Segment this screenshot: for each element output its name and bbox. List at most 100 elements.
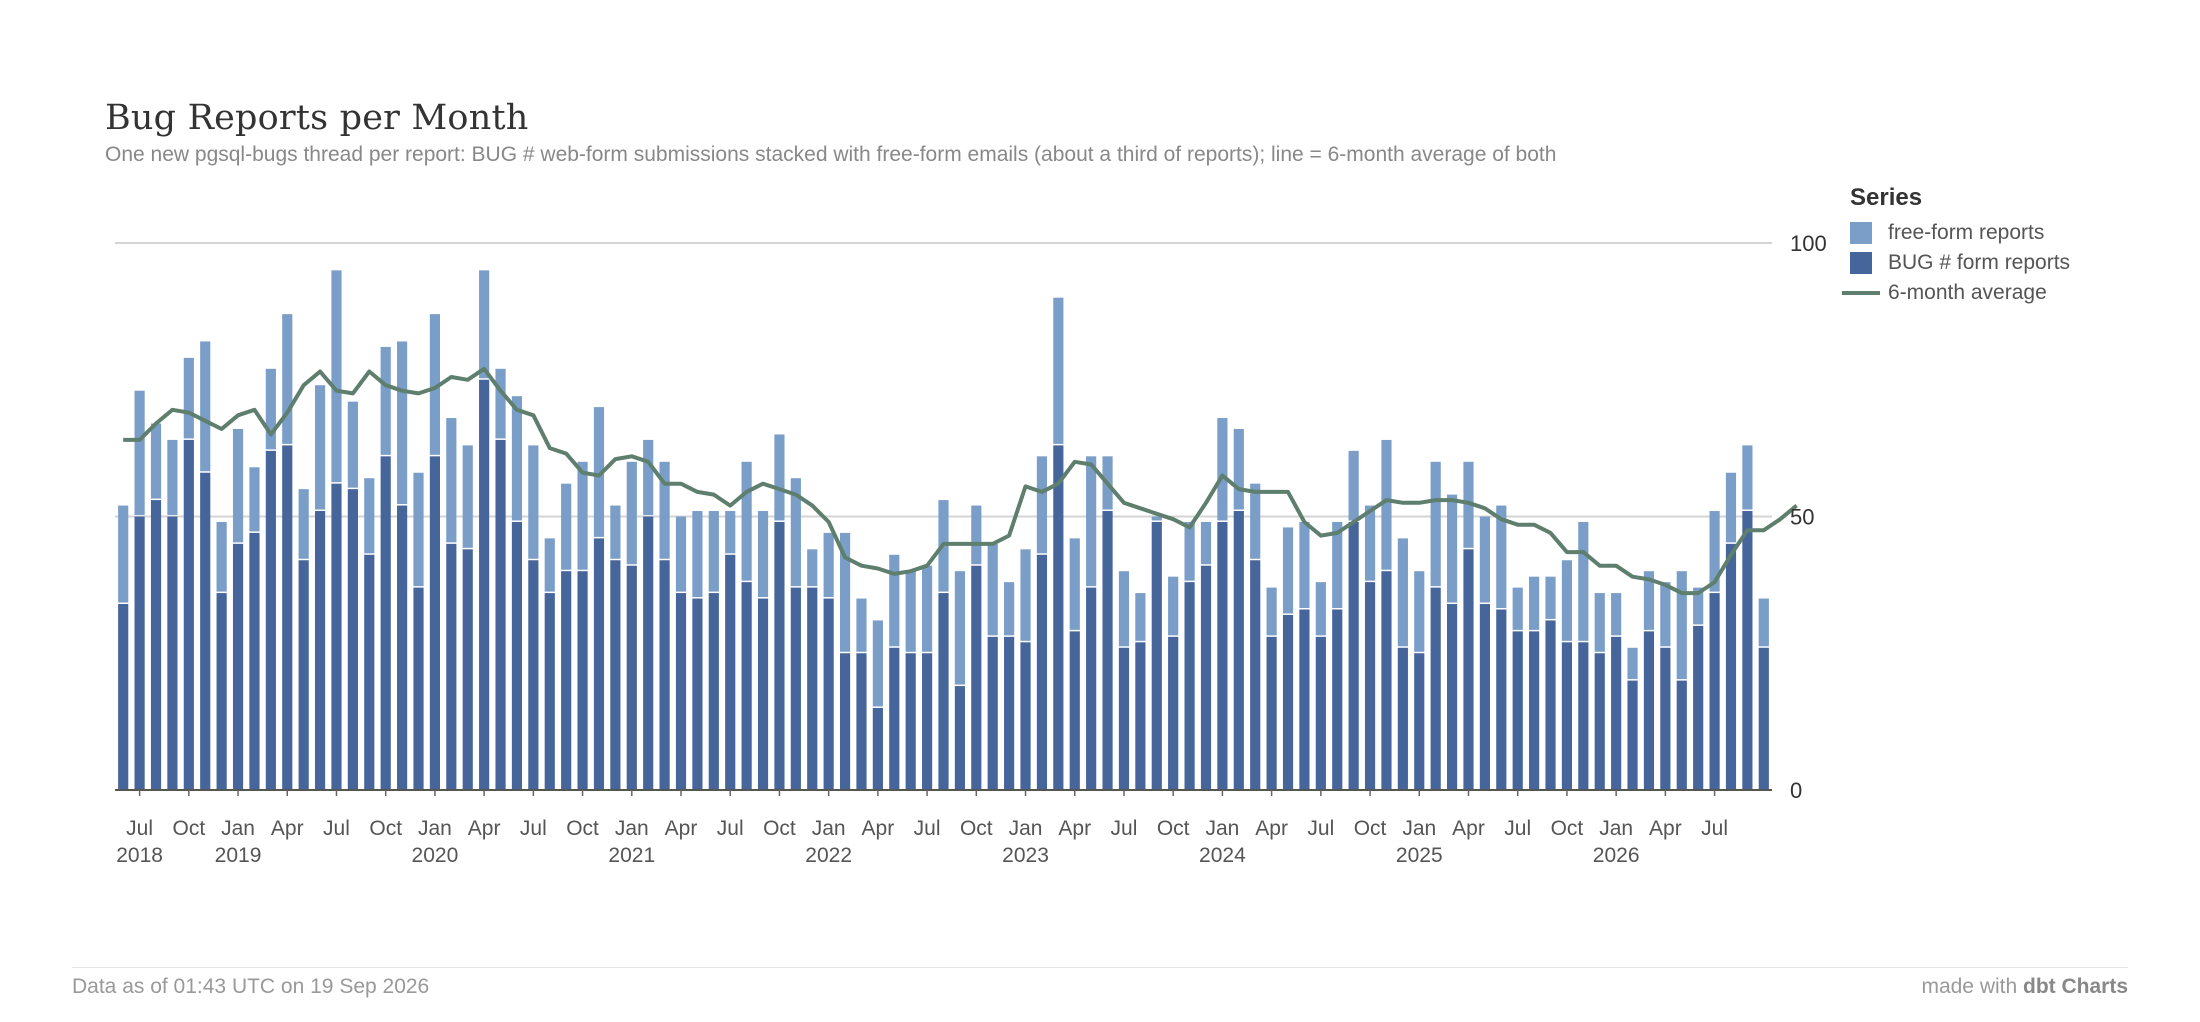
bars [118, 270, 1769, 790]
bar-free-form-reports [610, 505, 621, 559]
bar-form-reports [1200, 565, 1212, 790]
bar-form-reports [954, 686, 965, 790]
bar-form-reports [364, 554, 375, 790]
bar-form-reports [413, 587, 424, 790]
bar-form-reports [479, 379, 490, 790]
bar-form-reports [905, 653, 916, 790]
bar-form-reports [1118, 647, 1130, 790]
bar-form-reports [1364, 582, 1376, 790]
bar-form-reports [1250, 560, 1261, 790]
x-tick-year: 2026 [1593, 844, 1640, 867]
bar-free-form-reports [150, 423, 162, 499]
bar-form-reports [922, 653, 933, 790]
bar-free-form-reports [725, 511, 736, 554]
bar-form-reports [561, 571, 572, 790]
bar-free-form-reports [971, 505, 982, 565]
bar-free-form-reports [1053, 297, 1064, 444]
bar-form-reports [1168, 636, 1179, 790]
x-tick-month: Jan [1599, 817, 1633, 840]
bar-free-form-reports [364, 478, 375, 554]
bar-free-form-reports [413, 472, 424, 587]
bar-free-form-reports [1381, 439, 1392, 570]
bar-free-form-reports [380, 346, 391, 455]
bar-form-reports [1348, 521, 1359, 790]
bar-free-form-reports [1594, 593, 1605, 652]
x-tick-year: 2024 [1199, 844, 1246, 867]
x-tick-month: Jul [914, 817, 941, 840]
bar-free-form-reports [462, 445, 473, 548]
bar-free-form-reports [249, 467, 260, 532]
x-tick-year: 2025 [1396, 844, 1443, 867]
bar-free-form-reports [1545, 576, 1556, 619]
bar-form-reports [1053, 445, 1064, 790]
bar-form-reports [1397, 647, 1408, 790]
bar-form-reports [167, 516, 178, 790]
legend-swatch-average [1842, 291, 1880, 295]
bar-free-form-reports [1200, 521, 1212, 565]
bar-form-reports [1004, 636, 1015, 790]
bar-form-reports [1611, 636, 1622, 790]
bar-free-form-reports [167, 439, 178, 515]
bar-free-form-reports [692, 511, 703, 598]
bar-form-reports [544, 593, 555, 790]
bar-form-reports [1643, 631, 1655, 790]
bar-form-reports [708, 593, 719, 790]
bar-free-form-reports [577, 461, 588, 570]
bar-free-form-reports [790, 478, 801, 587]
x-tick-month: Jul [717, 817, 744, 840]
bar-free-form-reports [544, 538, 555, 592]
bar-form-reports [1086, 587, 1097, 790]
legend-item-average[interactable]: 6-month average [1842, 278, 2070, 308]
x-tick-month: Jul [520, 817, 547, 840]
x-tick-month: Oct [960, 817, 993, 840]
bar-free-form-reports [1315, 582, 1326, 636]
x-tick-year: 2023 [1002, 844, 1049, 867]
bar-form-reports [1233, 511, 1244, 790]
bar-free-form-reports [872, 620, 883, 707]
bar-form-reports [1430, 587, 1441, 790]
bar-form-reports [1446, 604, 1458, 790]
bar-free-form-reports [889, 554, 900, 647]
bar-free-form-reports [1496, 505, 1507, 608]
bar-free-form-reports [1660, 582, 1671, 647]
legend-item-free-form[interactable]: free-form reports [1850, 218, 2070, 248]
bar-form-reports [1414, 653, 1425, 790]
x-tick-month: Jul [1307, 817, 1334, 840]
bar-free-form-reports [1512, 587, 1523, 630]
bar-form-reports [347, 489, 358, 790]
made-with-credit[interactable]: made with dbt Charts [1921, 975, 2128, 999]
bar-free-form-reports [1217, 418, 1228, 521]
bar-free-form-reports [429, 314, 441, 455]
made-with-prefix: made with [1921, 975, 2023, 998]
bar-form-reports [1676, 680, 1687, 790]
bar-free-form-reports [774, 434, 785, 521]
bar-form-reports [1529, 631, 1540, 790]
x-tick-year: 2019 [215, 844, 262, 867]
bar-free-form-reports [331, 270, 342, 483]
x-tick-year: 2018 [116, 844, 163, 867]
x-tick-month: Jan [1009, 817, 1043, 840]
made-with-brand: dbt Charts [2023, 975, 2128, 998]
axes: 0 50 100 Jul 2018 Oct Jan 2019 Apr Jul Oct Jan 2020 A… [115, 231, 1827, 867]
legend-item-form[interactable]: BUG # form reports [1850, 248, 2070, 278]
bar-free-form-reports [479, 270, 490, 379]
bar-form-reports [528, 560, 539, 790]
x-tick-month: Apr [1452, 817, 1485, 840]
bar-form-reports [790, 587, 801, 790]
x-tick-month: Jan [418, 817, 452, 840]
bar-form-reports [856, 653, 867, 790]
legend: Series free-form reports BUG # form repo… [1842, 184, 2070, 308]
x-tick-month: Apr [862, 817, 895, 840]
bar-free-form-reports [1529, 576, 1540, 630]
bar-form-reports [577, 571, 588, 790]
bar-form-reports [626, 565, 637, 790]
chart-subtitle: One new pgsql-bugs thread per report: BU… [105, 143, 1557, 166]
bar-free-form-reports [708, 511, 719, 592]
bar-free-form-reports [1348, 450, 1359, 521]
bar-free-form-reports [1069, 538, 1080, 630]
bar-form-reports [331, 483, 342, 790]
bar-free-form-reports [659, 461, 670, 559]
bar-form-reports [1594, 653, 1605, 790]
bar-form-reports [200, 472, 211, 790]
x-tick-month: Oct [1354, 817, 1387, 840]
